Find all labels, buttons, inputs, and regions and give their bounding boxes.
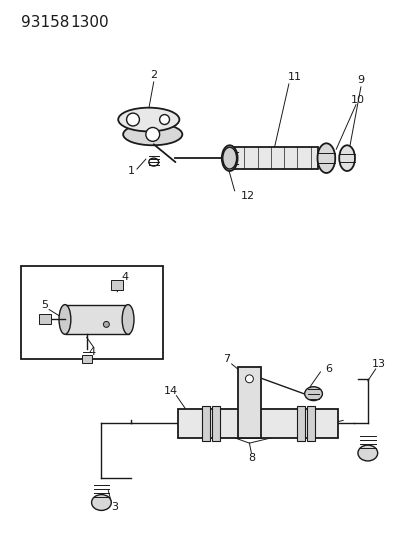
Bar — [81, 355, 91, 363]
Text: 12: 12 — [240, 191, 254, 201]
Text: 4: 4 — [121, 272, 128, 282]
Bar — [111, 280, 123, 290]
Ellipse shape — [122, 304, 134, 334]
Bar — [237, 367, 261, 438]
Bar — [202, 406, 209, 441]
Bar — [211, 406, 219, 441]
Ellipse shape — [118, 108, 179, 132]
Text: 9: 9 — [356, 75, 363, 85]
Ellipse shape — [338, 146, 354, 171]
Text: 8: 8 — [247, 453, 254, 463]
Text: 13: 13 — [371, 359, 385, 369]
Bar — [296, 406, 304, 441]
Ellipse shape — [317, 143, 335, 173]
Bar — [178, 408, 337, 438]
Bar — [306, 406, 314, 441]
Ellipse shape — [159, 115, 169, 125]
Ellipse shape — [91, 495, 111, 511]
Text: 2: 2 — [150, 70, 157, 80]
Text: 4: 4 — [88, 347, 95, 357]
Text: 14: 14 — [163, 386, 177, 395]
Bar — [65, 304, 129, 334]
Ellipse shape — [59, 304, 71, 334]
Text: 3: 3 — [111, 503, 117, 512]
Text: 5: 5 — [40, 300, 47, 310]
Ellipse shape — [145, 127, 159, 141]
Bar — [229, 147, 318, 169]
Text: 93158: 93158 — [21, 14, 69, 30]
Text: 3: 3 — [366, 453, 373, 463]
Ellipse shape — [222, 147, 236, 169]
Ellipse shape — [304, 387, 322, 401]
Text: 10: 10 — [350, 95, 364, 105]
Ellipse shape — [357, 445, 377, 461]
Text: 11: 11 — [287, 72, 301, 82]
Text: 6: 6 — [324, 364, 331, 374]
Bar — [39, 314, 51, 325]
Ellipse shape — [245, 375, 253, 383]
Bar — [21, 266, 162, 359]
Ellipse shape — [123, 124, 182, 146]
Text: 7: 7 — [223, 354, 230, 364]
Ellipse shape — [103, 321, 109, 327]
Text: 1300: 1300 — [70, 14, 108, 30]
Text: 1: 1 — [127, 166, 134, 176]
Ellipse shape — [221, 146, 237, 171]
Ellipse shape — [126, 113, 139, 126]
